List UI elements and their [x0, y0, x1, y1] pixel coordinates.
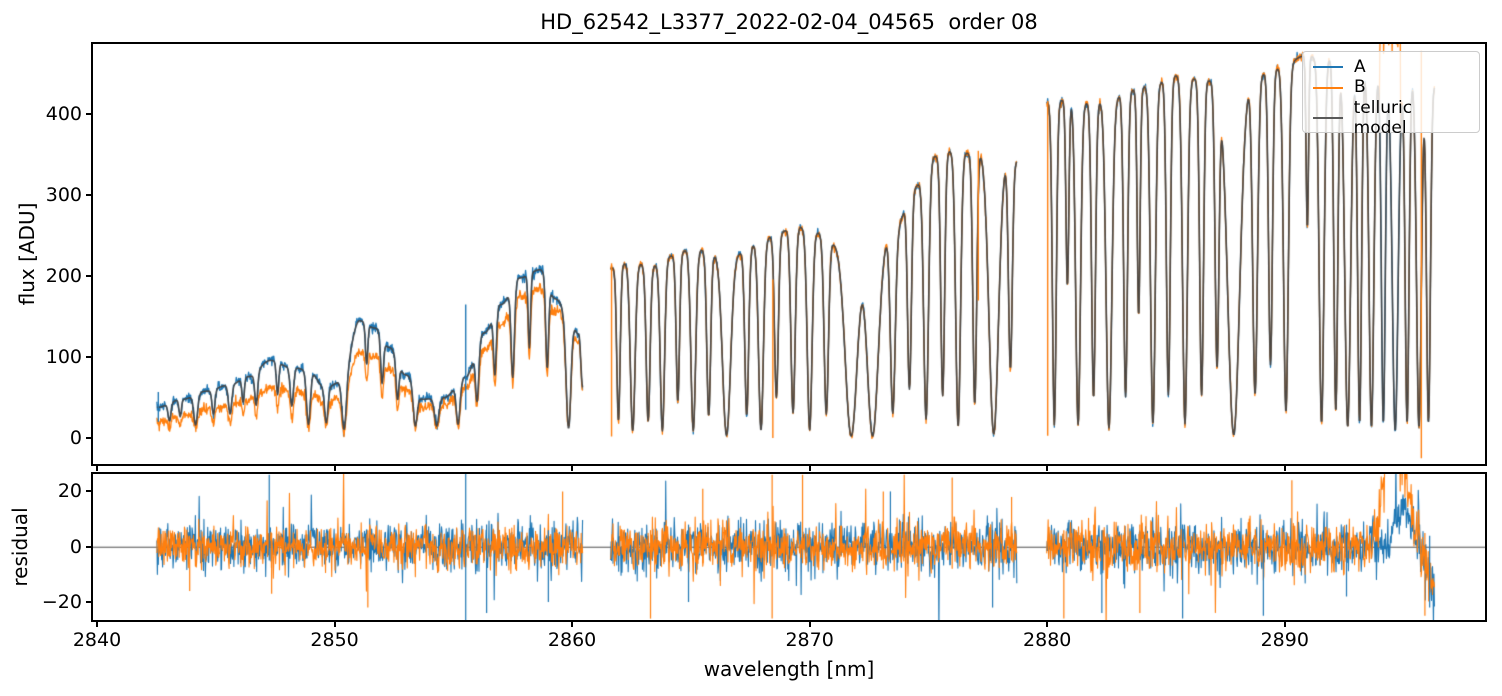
x-tick-label: 2850	[310, 629, 359, 651]
flux-plot-canvas	[93, 44, 1485, 464]
legend-entry-b: B	[1313, 77, 1469, 97]
x-tick-mark	[1046, 466, 1049, 471]
x-tick-mark	[96, 466, 99, 471]
x-axis-label: wavelength [nm]	[703, 657, 875, 681]
residual-plot-canvas	[93, 474, 1485, 620]
legend-label-b: B	[1354, 77, 1366, 98]
legend-line-sample-telluric	[1313, 117, 1343, 120]
x-tick-mark	[333, 466, 336, 471]
y-tick-label: 300	[45, 184, 82, 207]
x-tick-label: 2890	[1260, 629, 1309, 651]
x-tick-label: 2870	[785, 629, 834, 651]
y-tick-label: 20	[57, 480, 82, 503]
y-tick-mark	[86, 601, 91, 604]
y-tick-label: −20	[41, 591, 82, 614]
y-tick-mark	[86, 356, 91, 359]
y-tick-label: 200	[45, 265, 82, 288]
x-tick-mark	[1046, 622, 1049, 627]
legend-entry-a: A	[1313, 57, 1469, 77]
legend-label-a: A	[1354, 57, 1366, 77]
x-tick-mark	[333, 622, 336, 627]
legend-line-sample-a	[1313, 66, 1343, 69]
y-tick-mark	[86, 113, 91, 116]
x-tick-mark	[571, 622, 574, 627]
x-tick-mark	[96, 622, 99, 627]
y-tick-label: 100	[45, 346, 82, 369]
y-tick-mark	[86, 275, 91, 278]
residual-axes	[91, 472, 1487, 622]
flux-axes: A B telluric model	[91, 42, 1487, 466]
y-tick-label: 400	[45, 103, 82, 126]
legend-entry-telluric-model: telluric model	[1313, 98, 1469, 139]
x-tick-mark	[571, 466, 574, 471]
x-tick-label: 2880	[1023, 629, 1072, 651]
y-tick-mark	[86, 194, 91, 197]
legend: A B telluric model	[1302, 51, 1480, 138]
x-tick-mark	[808, 466, 811, 471]
y-tick-label: 0	[69, 427, 82, 450]
legend-label-telluric: telluric model	[1353, 97, 1413, 139]
x-tick-label: 2860	[547, 629, 597, 651]
x-tick-mark	[1283, 622, 1286, 627]
x-tick-mark	[1283, 466, 1286, 471]
y-tick-mark	[86, 545, 91, 548]
flux-y-axis-label: flux [ADU]	[15, 202, 39, 306]
y-tick-label: 0	[69, 535, 82, 558]
y-tick-mark	[86, 437, 91, 440]
x-tick-label: 2840	[72, 629, 122, 651]
y-tick-mark	[86, 490, 91, 493]
legend-line-sample-b	[1313, 86, 1343, 89]
x-tick-mark	[808, 622, 811, 627]
chart-title: HD_62542_L3377_2022-02-04_04565 order 08	[540, 10, 1038, 34]
